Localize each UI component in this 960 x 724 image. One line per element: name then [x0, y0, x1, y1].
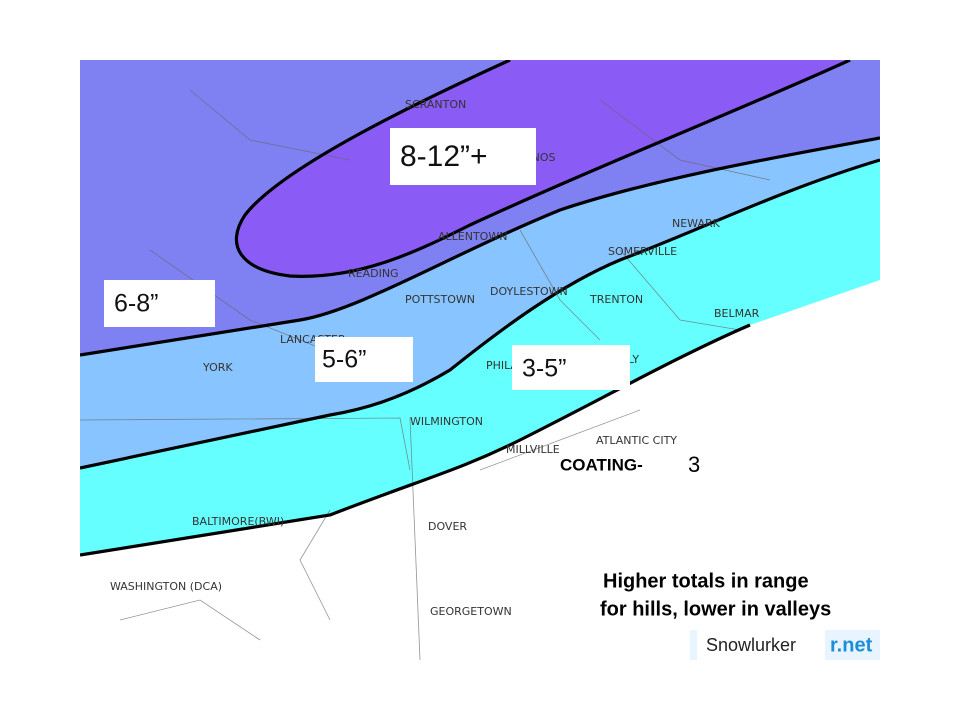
logo-text: Snowlurker [706, 635, 796, 655]
zone-label: 6-8” [114, 290, 158, 318]
isoline [80, 323, 751, 557]
isoline [80, 158, 880, 470]
coating-value: 3 [688, 452, 700, 477]
note: for hills, lower in valleys [600, 598, 831, 620]
city-label: DOYLESTOWN [490, 285, 568, 298]
city-label: WILMINGTON [410, 415, 483, 428]
zone-8-12 [236, 60, 850, 277]
city-label: MILLVILLE [506, 443, 560, 456]
county-borders [80, 89, 771, 660]
city-label: YORK [202, 361, 233, 374]
logo-domain: r.net [830, 634, 873, 656]
zone-label: 8-12”+ [400, 140, 488, 173]
city-label: DOVER [428, 520, 467, 533]
city-label: TRENTON [589, 293, 643, 306]
note: Higher totals in range [603, 570, 809, 592]
city-label: GEORGETOWN [430, 605, 512, 618]
city-label: SOMERVILLE [608, 245, 677, 258]
isoline [80, 136, 880, 357]
city-label: ALLENTOWN [438, 230, 507, 243]
label-box [315, 337, 413, 382]
city-label: NEWARK [672, 217, 721, 230]
city-label: POTTSTOWN [405, 293, 475, 306]
city-label: ATLANTIC CITY [596, 434, 677, 447]
logo-box [697, 630, 825, 660]
city-label: WASHINGTON (DCA) [110, 580, 222, 593]
zone-label: 5-6” [322, 346, 366, 374]
label-box [512, 345, 630, 390]
label-box [104, 280, 215, 327]
city-label: BELMAR [714, 307, 760, 320]
city-label: BALTIMORE(BWI) [192, 515, 284, 528]
city-label: SCRANTON [405, 98, 466, 111]
coating-label: COATING- [560, 455, 643, 474]
isoline [234, 60, 851, 278]
zone-label: 3-5” [522, 355, 566, 383]
ocean [760, 185, 880, 280]
label-box [390, 128, 536, 185]
city-label: READING [348, 267, 399, 280]
